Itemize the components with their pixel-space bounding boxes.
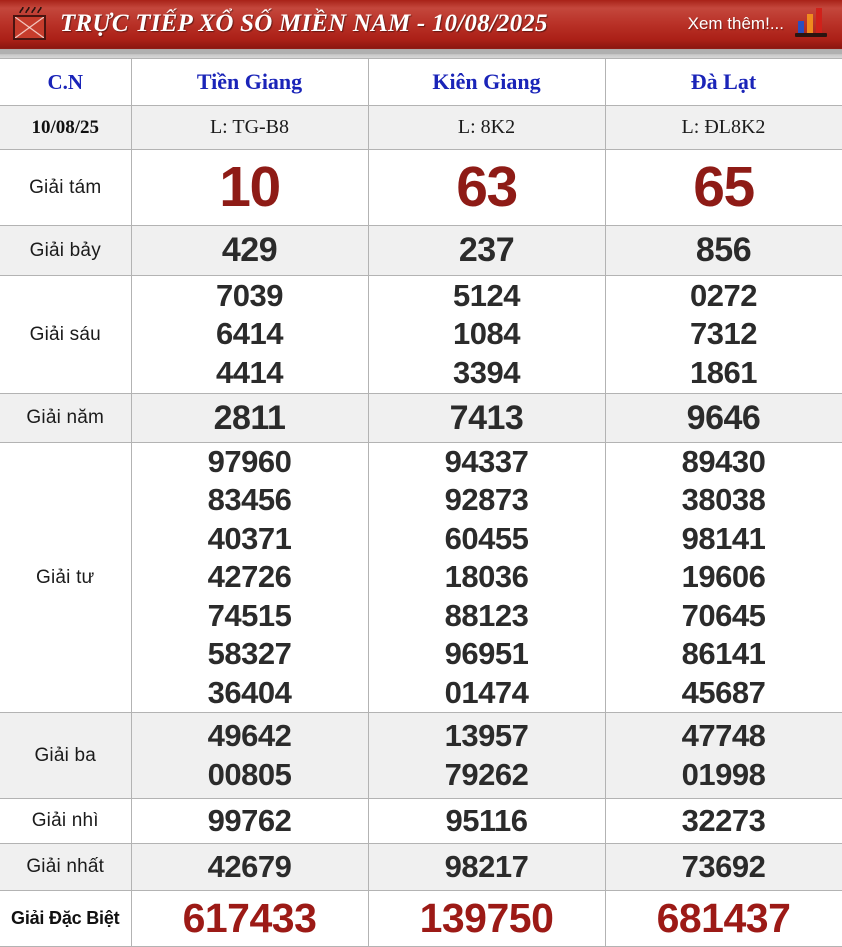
prize-value-nhat-3: 73692 [605,843,842,892]
prize-label-sau: Giải sáu [0,275,132,394]
draw-date: 10/08/25 [0,105,132,150]
prize-value-nhat-1: 42679 [131,843,369,892]
prize-values-ba-3: 47748 01998 [605,712,842,800]
envelope-body-icon [13,15,46,40]
prize-value-tam-1: 10 [131,149,369,226]
see-more-link[interactable]: Xem thêm!... [687,14,784,33]
prize-value-nhi-3: 32273 [605,798,842,845]
prize-number: 1084 [453,316,520,352]
prize-value-bay-1: 429 [131,225,369,276]
prize-values-ba-2: 13957 79262 [368,712,606,800]
prize-number: 47748 [681,718,766,754]
prize-number: 79262 [444,756,529,792]
prize-number: 13957 [444,718,529,754]
prize-value-nhi-1: 99762 [131,798,369,845]
prize-number: 7312 [690,316,757,352]
prize-number: 49642 [207,718,292,754]
prize-number: 97960 [207,444,292,479]
prize-value-bay-2: 237 [368,225,606,276]
prize-number: 18036 [444,559,529,595]
prize-number: 7039 [216,277,283,313]
prize-label-nhat: Giải nhất [0,843,132,892]
page-title: TRỰC TIẾP XỔ SỐ MIỀN NAM - 10/08/2025 [60,10,548,37]
prize-label-tu: Giải tư [0,441,132,714]
prize-values-tu-3: 89430 38038 98141 19606 70645 86141 45687 [605,441,842,714]
prize-number: 6414 [216,316,283,352]
prize-number: 00805 [207,756,292,792]
prize-value-nam-3: 9646 [605,393,842,443]
prize-number: 86141 [681,636,766,672]
prize-number: 0272 [690,277,757,313]
prize-number: 98141 [681,520,766,556]
prize-number: 36404 [207,674,292,710]
prize-values-sau-3: 0272 7312 1861 [605,275,842,394]
prize-row-ba: Giải ba 49642 00805 13957 79262 47748 01998 [0,712,842,800]
prize-number: 74515 [207,597,292,633]
prize-row-nhat: Giải nhất 42679 98217 73692 [0,843,842,892]
mail-envelope-icon [10,4,50,44]
prize-row-tu: Giải tư 97960 83456 40371 42726 74515 58327 36… [0,441,842,714]
prize-number: 88123 [444,597,529,633]
prize-value-nhi-2: 95116 [368,798,606,845]
prize-number: 42726 [207,559,292,595]
prize-value-nam-2: 7413 [368,393,606,443]
prize-number: 60455 [444,520,529,556]
prize-number: 89430 [681,444,766,479]
column-header-province-1[interactable]: Tiền Giang [131,58,369,106]
prize-row-bay: Giải bảy 429 237 856 [0,225,842,276]
steam-lines-icon [19,6,42,14]
prize-row-tam: Giải tám 10 63 65 [0,149,842,226]
prize-number: 3394 [453,354,520,390]
prize-number: 58327 [207,636,292,672]
prize-number: 38038 [681,482,766,518]
prize-label-ba: Giải ba [0,712,132,800]
page-banner: TRỰC TIẾP XỔ SỐ MIỀN NAM - 10/08/2025 Xe… [0,0,842,58]
prize-number: 5124 [453,277,520,313]
chart-bar-orange [807,14,813,33]
column-header-date: C.N [0,58,132,106]
column-header-province-3[interactable]: Đà Lạt [605,58,842,106]
prize-number: 01474 [444,674,529,710]
ticket-code-3: L: ĐL8K2 [605,105,842,150]
chart-bar-red [816,8,822,33]
prize-value-tam-2: 63 [368,149,606,226]
table-header-row: C.N Tiền Giang Kiên Giang Đà Lạt [0,58,842,106]
prize-number: 40371 [207,520,292,556]
ticket-code-1: L: TG-B8 [131,105,369,150]
prize-values-sau-2: 5124 1084 3394 [368,275,606,394]
ticket-code-row: 10/08/25 L: TG-B8 L: 8K2 L: ĐL8K2 [0,105,842,150]
prize-label-bay: Giải bảy [0,225,132,276]
chart-bar-blue [798,21,804,33]
prize-number: 19606 [681,559,766,595]
prize-row-nam: Giải năm 2811 7413 9646 [0,393,842,443]
chart-baseline [795,33,827,37]
prize-values-sau-1: 7039 6414 4414 [131,275,369,394]
lottery-results-table: C.N Tiền Giang Kiên Giang Đà Lạt 10/08/2… [0,58,842,947]
prize-number: 1861 [690,354,757,390]
column-header-province-2[interactable]: Kiên Giang [368,58,606,106]
prize-number: 94337 [444,444,529,479]
prize-number: 45687 [681,674,766,710]
prize-number: 92873 [444,482,529,518]
prize-number: 70645 [681,597,766,633]
bar-chart-icon[interactable] [794,8,828,39]
prize-number: 83456 [207,482,292,518]
prize-label-nhi: Giải nhì [0,798,132,845]
ticket-code-2: L: 8K2 [368,105,606,150]
prize-number: 4414 [216,354,283,390]
prize-row-sau: Giải sáu 7039 6414 4414 5124 1084 3394 0272 7… [0,275,842,394]
prize-values-ba-1: 49642 00805 [131,712,369,800]
prize-values-tu-1: 97960 83456 40371 42726 74515 58327 36404 [131,441,369,714]
prize-value-nhat-2: 98217 [368,843,606,892]
prize-values-tu-2: 94337 92873 60455 18036 88123 96951 01474 [368,441,606,714]
prize-value-tam-3: 65 [605,149,842,226]
prize-row-nhi: Giải nhì 99762 95116 32273 [0,798,842,845]
prize-number: 01998 [681,756,766,792]
prize-value-bay-3: 856 [605,225,842,276]
prize-number: 96951 [444,636,529,672]
prize-label-nam: Giải năm [0,393,132,443]
prize-value-nam-1: 2811 [131,393,369,443]
prize-label-tam: Giải tám [0,149,132,226]
